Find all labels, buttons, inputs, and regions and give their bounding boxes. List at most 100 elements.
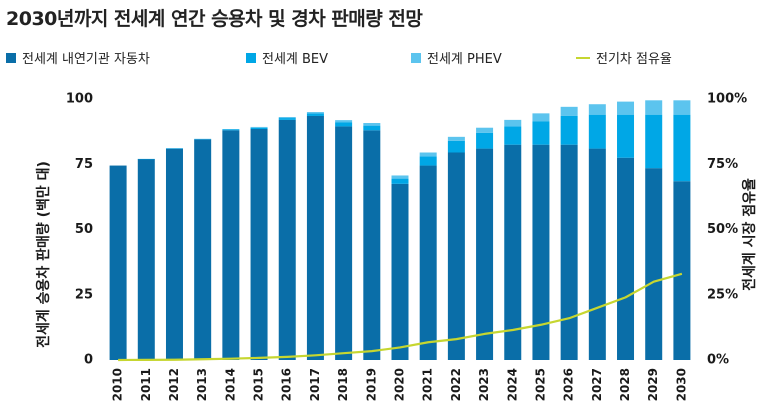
bar-bev-2030 bbox=[673, 114, 691, 182]
bar-phev-2015 bbox=[250, 126, 268, 128]
y2-tick-label-75pct: 75% bbox=[707, 157, 738, 172]
chart-title: 2030년까지 전세계 연간 승용차 및 경차 판매량 전망 bbox=[6, 8, 423, 30]
x-tick-label-2026: 2026 bbox=[562, 368, 576, 401]
bar-ice-2028 bbox=[617, 157, 635, 360]
bar-bev-2016 bbox=[278, 118, 296, 120]
bar-ice-2023 bbox=[476, 148, 494, 360]
legend-swatch-phev bbox=[411, 52, 421, 63]
y2-tick-label-100pct: 100% bbox=[707, 92, 747, 107]
bar-ice-2020 bbox=[391, 183, 409, 360]
x-tick-label-2023: 2023 bbox=[477, 368, 491, 401]
bar-bev-2024 bbox=[504, 126, 522, 145]
legend-item-phev: 전세계 PHEV bbox=[411, 48, 502, 67]
bar-phev-2027 bbox=[588, 104, 606, 115]
x-tick-label-2015: 2015 bbox=[252, 368, 266, 401]
bar-ice-2027 bbox=[588, 148, 606, 360]
x-tick-label-2027: 2027 bbox=[590, 368, 604, 401]
bar-ice-2018 bbox=[335, 126, 353, 360]
bar-bev-2017 bbox=[306, 113, 324, 116]
y-tick-label-25: 25 bbox=[75, 287, 93, 302]
bar-phev-2023 bbox=[476, 127, 494, 133]
bar-phev-2030 bbox=[673, 100, 691, 115]
x-tick-label-2018: 2018 bbox=[336, 368, 350, 401]
bar-bev-2022 bbox=[447, 140, 465, 153]
y2-tick-label-0pct: 0% bbox=[707, 353, 729, 368]
bar-bev-2021 bbox=[419, 156, 437, 166]
x-tick-label-2021: 2021 bbox=[421, 368, 435, 401]
bar-ice-2011 bbox=[137, 159, 155, 360]
x-tick-label-2030: 2030 bbox=[674, 368, 688, 401]
bar-ice-2014 bbox=[222, 130, 240, 360]
bar-phev-2024 bbox=[504, 119, 522, 127]
x-tick-label-2022: 2022 bbox=[449, 368, 463, 401]
bar-ice-2015 bbox=[250, 129, 268, 360]
legend-item-ice: 전세계 내연기관 자동차 bbox=[6, 48, 150, 67]
bar-phev-2026 bbox=[560, 106, 578, 116]
y2-axis-title: 전세계 시장 점유율 bbox=[741, 178, 758, 291]
legend-swatch-bev bbox=[246, 52, 256, 63]
bar-ice-2012 bbox=[165, 148, 183, 360]
bar-ice-2010 bbox=[109, 165, 127, 360]
x-tick-label-2013: 2013 bbox=[195, 368, 209, 401]
legend-line-ev-share bbox=[576, 56, 590, 59]
x-tick-label-2017: 2017 bbox=[308, 368, 322, 401]
x-tick-label-2029: 2029 bbox=[646, 368, 660, 401]
y2-tick-label-50pct: 50% bbox=[707, 222, 738, 237]
bar-phev-2018 bbox=[335, 120, 353, 123]
legend-swatch-ice bbox=[6, 52, 16, 63]
bar-phev-2019 bbox=[363, 123, 381, 126]
bar-ice-2026 bbox=[560, 144, 578, 360]
legend-label-ice: 전세계 내연기관 자동차 bbox=[22, 52, 150, 67]
bar-bev-2015 bbox=[250, 127, 268, 130]
x-tick-label-2025: 2025 bbox=[533, 368, 547, 401]
bar-ice-2029 bbox=[645, 168, 663, 360]
bar-phev-2021 bbox=[419, 152, 437, 157]
bar-phev-2028 bbox=[617, 101, 635, 115]
x-tick-label-2014: 2014 bbox=[223, 368, 237, 401]
legend-label-ev-share: 전기차 점유율 bbox=[596, 52, 672, 67]
bar-bev-2029 bbox=[645, 114, 663, 169]
legend: 전세계 내연기관 자동차 전세계 BEV 전세계 PHEV 전기차 점유율 bbox=[6, 48, 766, 67]
bar-ice-2021 bbox=[419, 165, 437, 360]
bar-bev-2023 bbox=[476, 132, 494, 149]
bar-phev-2020 bbox=[391, 175, 409, 179]
bar-ice-2022 bbox=[447, 152, 465, 360]
bar-ice-2025 bbox=[532, 144, 550, 360]
x-tick-label-2020: 2020 bbox=[393, 368, 407, 401]
bar-ice-2030 bbox=[673, 181, 691, 360]
bar-ice-2016 bbox=[278, 119, 296, 360]
x-tick-label-2016: 2016 bbox=[280, 368, 294, 401]
bar-phev-2029 bbox=[645, 100, 663, 115]
x-tick-label-2011: 2011 bbox=[139, 368, 153, 401]
bar-phev-2022 bbox=[447, 136, 465, 141]
bar-bev-2018 bbox=[335, 122, 353, 127]
bar-ice-2013 bbox=[194, 139, 212, 360]
x-tick-label-2012: 2012 bbox=[167, 368, 181, 401]
bar-bev-2026 bbox=[560, 115, 578, 145]
x-tick-label-2010: 2010 bbox=[111, 368, 125, 401]
y-tick-label-50: 50 bbox=[75, 222, 93, 237]
bar-ice-2017 bbox=[306, 115, 324, 361]
bar-bev-2019 bbox=[363, 125, 381, 131]
x-tick-label-2024: 2024 bbox=[505, 368, 519, 401]
x-tick-label-2028: 2028 bbox=[618, 368, 632, 401]
legend-item-ev-share: 전기차 점유율 bbox=[576, 48, 672, 67]
bar-bev-2020 bbox=[391, 178, 409, 184]
bar-phev-2014 bbox=[222, 129, 240, 130]
bar-ice-2024 bbox=[504, 144, 522, 360]
y-tick-label-100: 100 bbox=[66, 92, 93, 107]
y2-tick-label-25pct: 25% bbox=[707, 287, 738, 302]
y-tick-label-75: 75 bbox=[75, 157, 93, 172]
bar-bev-2014 bbox=[222, 129, 240, 131]
x-tick-label-2019: 2019 bbox=[364, 368, 378, 401]
bar-bev-2025 bbox=[532, 121, 550, 145]
bar-bev-2027 bbox=[588, 114, 606, 149]
bar-phev-2017 bbox=[306, 112, 324, 114]
y-tick-label-0: 0 bbox=[84, 353, 93, 368]
y-axis-title: 전세계 승용차 판매량 (백만 대) bbox=[35, 161, 52, 348]
bar-phev-2016 bbox=[278, 117, 296, 119]
legend-label-phev: 전세계 PHEV bbox=[427, 52, 502, 67]
bar-phev-2025 bbox=[532, 113, 550, 122]
bar-ice-2019 bbox=[363, 130, 381, 360]
